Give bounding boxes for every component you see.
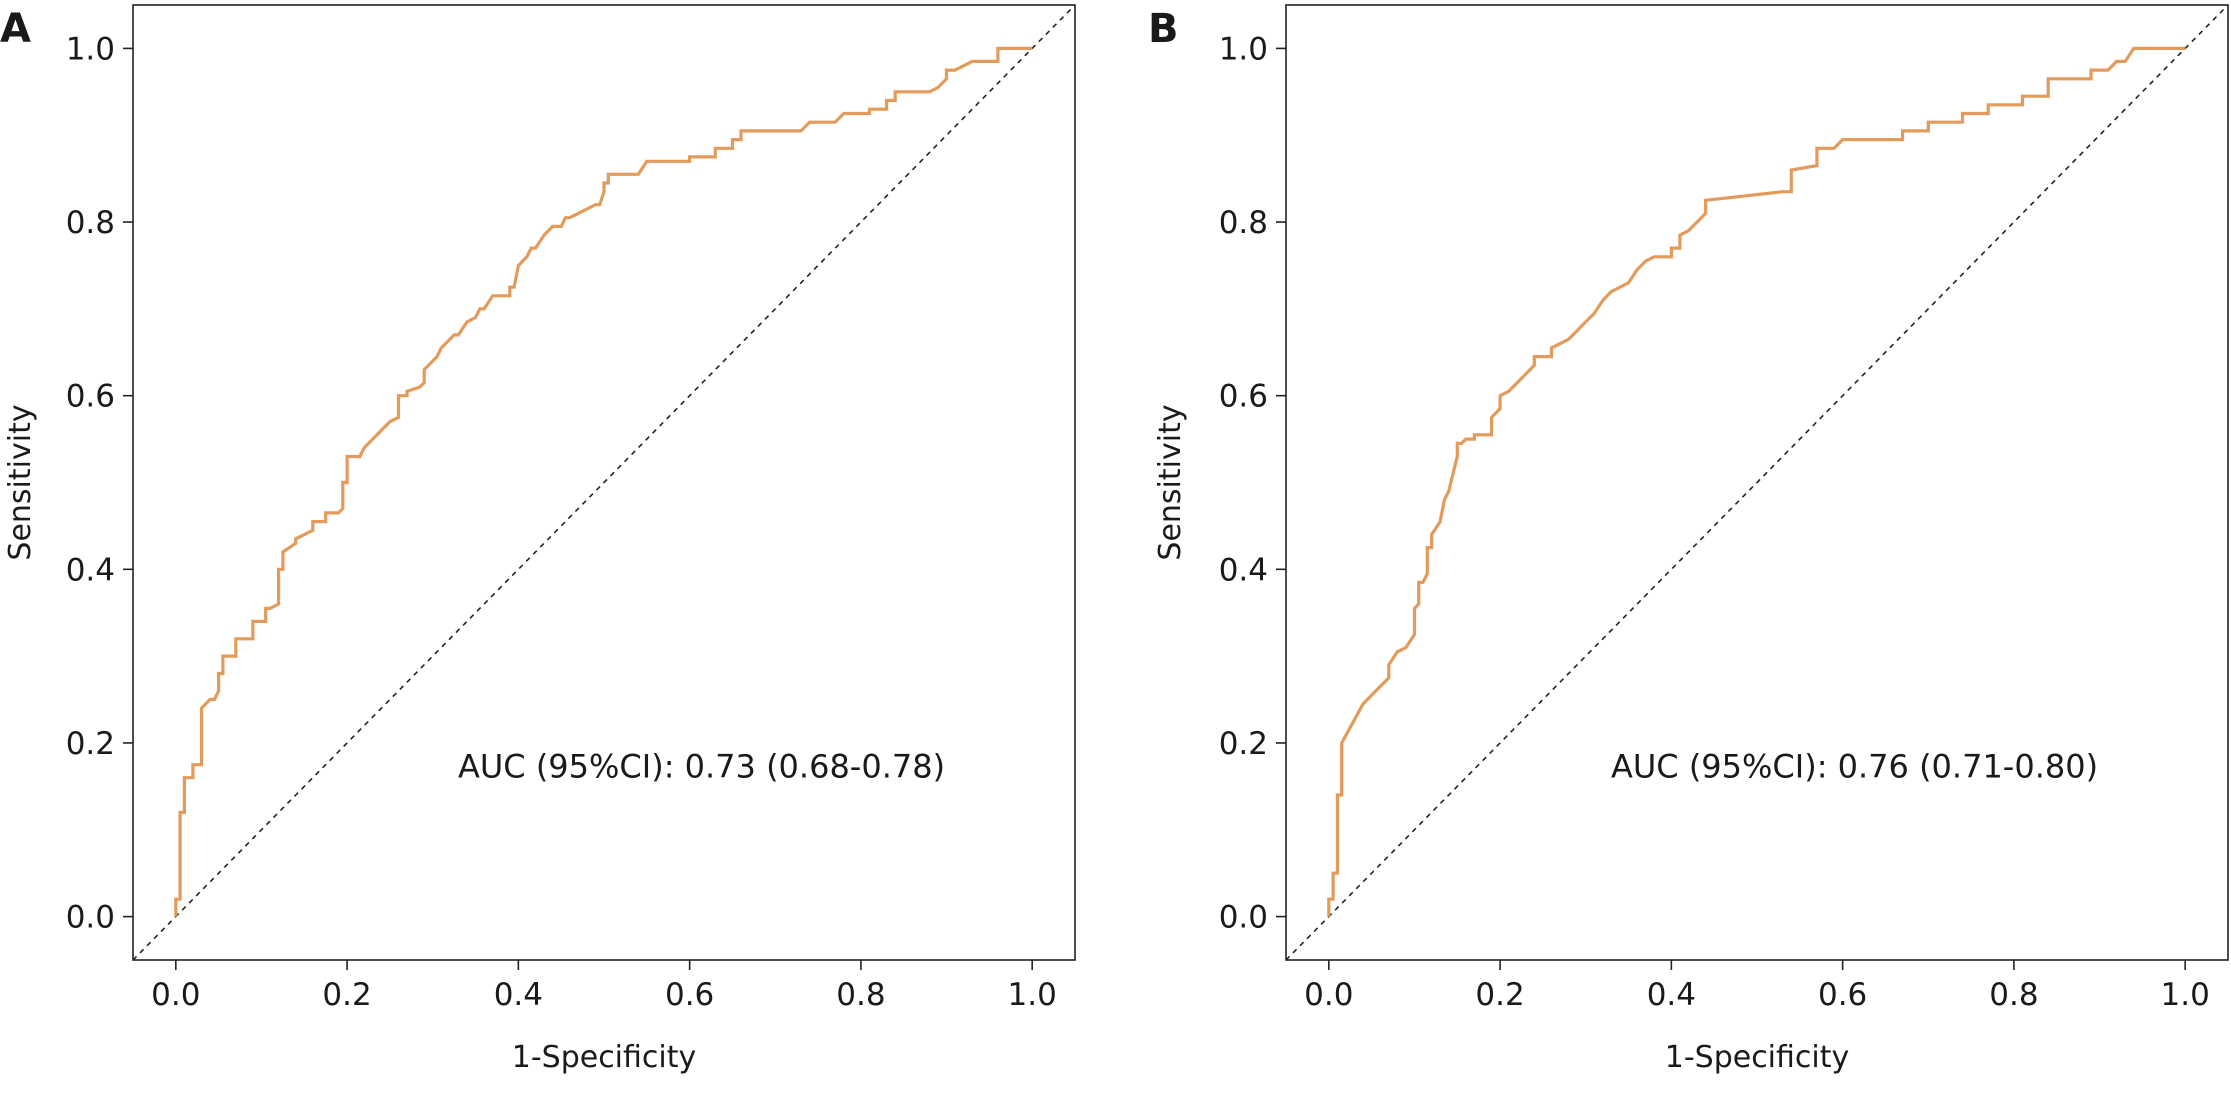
auc-annotation: AUC (95%CI): 0.76 (0.71-0.80)	[1611, 748, 2098, 786]
x-tick-label: 0.8	[1989, 977, 2038, 1013]
auc-annotation: AUC (95%CI): 0.73 (0.68-0.78)	[458, 748, 945, 786]
x-tick-label: 0.4	[1647, 977, 1696, 1013]
y-tick-label: 1.0	[1219, 31, 1268, 67]
x-axis-label: 1-Specificity	[512, 1040, 697, 1075]
roc-curve-line	[1327, 46, 2186, 917]
x-axis-label: 1-Specificity	[1665, 1040, 1850, 1075]
x-tick-label: 0.2	[322, 977, 371, 1013]
panel-a: A 0.0 0.2 0.4 0.6 0.8 1.0 0.0 0.2 0.4 0.6 0.8 1.0 1-S…	[0, 4, 1076, 1075]
y-tick-label: 0.8	[66, 205, 115, 241]
x-tick-label: 1.0	[2161, 977, 2210, 1013]
reference-diagonal-line	[132, 4, 1076, 961]
y-tick-label: 0.8	[1219, 205, 1268, 241]
y-tick-label: 0.6	[66, 379, 115, 415]
y-axis-label: Sensitivity	[3, 404, 38, 560]
y-tick-label: 0.2	[66, 726, 115, 762]
y-tick-label: 1.0	[66, 31, 115, 67]
y-tick-label: 0.4	[66, 552, 115, 588]
panel-letter: A	[0, 6, 31, 52]
y-tick-label: 0.6	[1219, 379, 1268, 415]
x-tick-label: 1.0	[1008, 977, 1057, 1013]
x-tick-label: 0.6	[1818, 977, 1867, 1013]
roc-curve-line	[174, 46, 1033, 917]
x-tick-label: 0.0	[151, 977, 200, 1013]
plot-frame	[132, 4, 1076, 961]
y-axis-label: Sensitivity	[1153, 404, 1188, 560]
panel-letter: B	[1148, 6, 1179, 52]
y-tick-label: 0.0	[1219, 900, 1268, 936]
x-tick-label: 0.6	[665, 977, 714, 1013]
y-tick-label: 0.2	[1219, 726, 1268, 762]
plot-frame	[1285, 4, 2229, 961]
x-tick-label: 0.8	[836, 977, 885, 1013]
x-tick-label: 0.0	[1304, 977, 1353, 1013]
reference-diagonal-line	[1285, 4, 2229, 961]
panel-b: B 0.0 0.2 0.4 0.6 0.8 1.0 0.0 0.2 0.4 0.6 0.8 1.0 1-S…	[1148, 4, 2229, 1075]
x-tick-label: 0.2	[1475, 977, 1524, 1013]
x-tick-label: 0.4	[494, 977, 543, 1013]
y-tick-label: 0.4	[1219, 552, 1268, 588]
y-tick-label: 0.0	[66, 900, 115, 936]
